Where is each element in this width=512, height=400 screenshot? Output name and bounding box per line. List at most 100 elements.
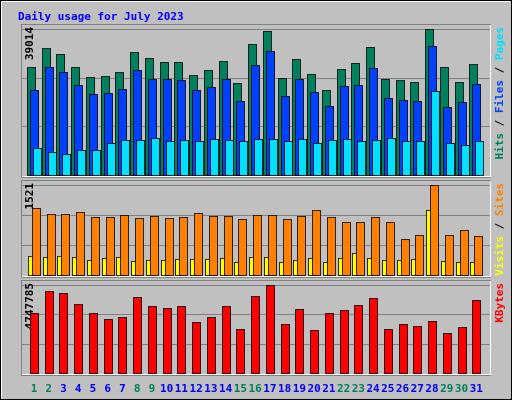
bar (222, 306, 231, 374)
bar (254, 139, 263, 176)
bar (177, 306, 186, 374)
bar (163, 308, 172, 374)
bar (45, 291, 54, 374)
bar (47, 214, 56, 276)
bar (310, 330, 319, 374)
x-tick-label: 15 (234, 382, 247, 395)
bar (62, 154, 71, 176)
bar (312, 210, 321, 276)
bar (166, 141, 175, 176)
bar (295, 309, 304, 374)
bar (281, 324, 290, 374)
bar (121, 140, 130, 176)
bar (106, 217, 115, 276)
legend: KBytes (493, 283, 506, 323)
bar (225, 140, 234, 176)
bar (283, 219, 292, 276)
bar (32, 208, 41, 276)
bar (195, 141, 204, 176)
bar (325, 313, 334, 374)
bar (461, 145, 470, 176)
bar (431, 91, 440, 176)
x-tick-label: 13 (204, 382, 217, 395)
bar (475, 141, 484, 176)
bar (224, 216, 233, 276)
x-tick-label: 20 (307, 382, 320, 395)
bar (297, 216, 306, 276)
bar (387, 138, 396, 176)
x-tick-label: 29 (440, 382, 453, 395)
y-tick-label: 39014 (23, 27, 36, 60)
x-tick-label: 3 (60, 382, 67, 395)
bar (253, 215, 262, 276)
legend-entry: Sites (493, 183, 506, 216)
bar (446, 143, 455, 176)
x-tick-label: 4 (75, 382, 82, 395)
bar (474, 236, 483, 276)
bar (209, 216, 218, 276)
bar (428, 321, 437, 374)
bar (148, 306, 157, 374)
bar (354, 305, 363, 374)
bar (268, 215, 277, 276)
bar (136, 140, 145, 176)
legend: Hits / Files / Pages (493, 27, 506, 160)
x-tick-label: 30 (455, 382, 468, 395)
bar (150, 216, 159, 276)
legend-entry: Hits (493, 133, 506, 160)
x-tick-label: 31 (470, 382, 484, 395)
legend-entry: Files (493, 80, 506, 113)
bar (430, 185, 439, 276)
bar (416, 141, 425, 176)
bar (313, 143, 322, 176)
legend-entry: Visits (493, 236, 506, 276)
bar (89, 313, 98, 374)
bar (207, 317, 216, 374)
bar (180, 140, 189, 176)
bar (284, 141, 293, 176)
bar (30, 313, 39, 374)
x-tick-label: 12 (190, 382, 203, 395)
legend-separator: / (493, 216, 506, 236)
bar (210, 139, 219, 176)
bar (61, 214, 70, 276)
bar (472, 300, 481, 374)
x-tick-label: 11 (175, 382, 189, 395)
bar (401, 239, 410, 276)
legend-separator: / (493, 60, 506, 80)
x-tick-label: 9 (149, 382, 156, 395)
bar (120, 215, 129, 276)
bar (104, 319, 113, 374)
legend-entry: KBytes (493, 283, 506, 323)
bar (118, 317, 127, 374)
bar (340, 310, 349, 374)
x-tick-label: 17 (263, 382, 276, 395)
x-tick-label: 8 (134, 382, 141, 395)
bar (151, 138, 160, 176)
bar (76, 212, 85, 276)
x-tick-label: 23 (352, 382, 365, 395)
x-tick-label: 14 (219, 382, 233, 395)
x-tick-label: 22 (337, 382, 350, 395)
x-tick-label: 6 (104, 382, 111, 395)
bar (77, 150, 86, 176)
x-tick-label: 19 (293, 382, 306, 395)
bar (343, 139, 352, 176)
bar (369, 298, 378, 374)
bar (192, 322, 201, 374)
bar (251, 296, 260, 374)
x-tick-label: 7 (119, 382, 126, 395)
legend-entry: Pages (493, 27, 506, 60)
bar (107, 143, 116, 176)
bar (179, 217, 188, 276)
bar (413, 326, 422, 374)
bar (458, 327, 467, 374)
x-tick-label: 5 (90, 382, 97, 395)
bar (266, 285, 275, 374)
bar (402, 141, 411, 176)
bar (133, 297, 142, 374)
bar (371, 217, 380, 276)
x-tick-label: 24 (366, 382, 380, 395)
bar (342, 222, 351, 276)
